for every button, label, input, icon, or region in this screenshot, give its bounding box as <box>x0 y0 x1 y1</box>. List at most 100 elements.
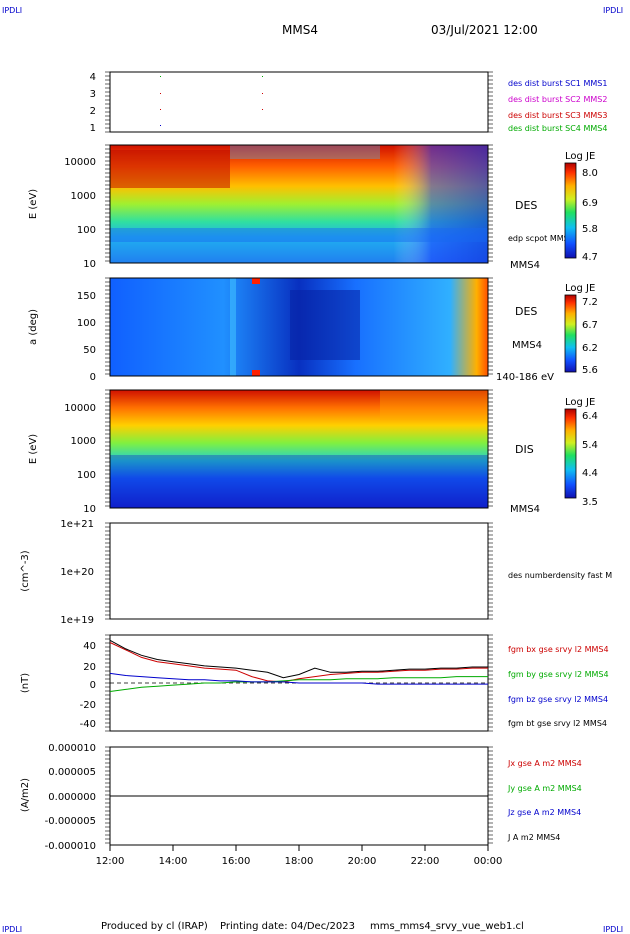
des-energy-colorbar-title: Log JE <box>565 151 595 162</box>
bfield-panel: 40 20 0 -20 -40 (nT) fgm bx gse srvy l2 … <box>20 634 609 732</box>
burst-marker <box>160 76 161 77</box>
burst-ytick-label: 2 <box>90 106 96 117</box>
des-energy-spectrogram-feature <box>110 228 488 242</box>
dis-energy-spacecraft-label: MMS4 <box>510 504 540 515</box>
dis-energy-colorbar-title: Log JE <box>565 397 595 408</box>
des-energy-colorbar-tick: 6.9 <box>582 198 598 209</box>
burst-marker <box>262 76 263 77</box>
des-pitch-ytick-label: 150 <box>77 291 96 302</box>
x-tick-label: 20:00 <box>348 856 377 867</box>
x-tick-label: 16:00 <box>222 856 251 867</box>
bfield-ytick-label: -20 <box>80 700 96 711</box>
bfield-ytick-label: 20 <box>83 662 96 673</box>
des-pitch-ytick-label: 50 <box>83 345 96 356</box>
bfield-series-line <box>109 672 488 685</box>
dis-energy-ytick-label: 10000 <box>64 403 96 414</box>
burst-legend-entry: des dist burst SC4 MMS4 <box>508 124 607 133</box>
burst-legend-entry: des dist burst SC1 MMS1 <box>508 79 607 88</box>
spacecraft-title: MMS4 <box>282 23 318 37</box>
des-energy-ytick-label: 100 <box>77 225 96 236</box>
current-legend-entry: Jx gse A m2 MMS4 <box>507 759 582 768</box>
current-ytick-label: -0.000005 <box>45 816 96 827</box>
burst-marker <box>262 93 263 94</box>
current-ytick-label: 0.000005 <box>48 767 96 778</box>
des-pitch-ylabel: a (deg) <box>28 309 39 345</box>
dis-energy-panel: 10000 1000 100 10 E (eV) DIS MMS4 Log JE… <box>28 389 598 515</box>
des-energy-overlay-label: edp scpot MMS4 <box>508 234 574 243</box>
burst-marker <box>160 125 161 126</box>
des-pitch-spectrogram-feature <box>230 278 236 376</box>
des-pitch-colorbar-tick: 6.2 <box>582 343 598 354</box>
corner-label-top-right: IPDLI <box>603 6 623 15</box>
x-tick-label: 00:00 <box>474 856 503 867</box>
bfield-ytick-label: -40 <box>80 719 96 730</box>
dis-energy-spectrogram-feature <box>110 455 488 508</box>
des-energy-spacecraft-label: MMS4 <box>510 260 540 271</box>
bfield-ytick-label: 40 <box>83 641 96 652</box>
bfield-ytick-label: 0 <box>90 680 96 691</box>
des-energy-instrument-label: DES <box>515 199 537 212</box>
bfield-legend-entry: fgm by gse srvy l2 MMS4 <box>508 670 609 679</box>
density-ylabel: (cm^-3) <box>20 550 31 591</box>
bfield-legend-entry: fgm bt gse srvy l2 MMS4 <box>508 719 607 728</box>
density-legend-entry: des numberdensity fast M <box>508 571 612 580</box>
des-energy-ytick-label: 10 <box>83 259 96 270</box>
des-pitch-spectrogram-feature <box>252 278 260 284</box>
des-energy-colorbar-tick: 8.0 <box>582 168 598 179</box>
burst-legend-entry: des dist burst SC2 MMS2 <box>508 95 607 104</box>
des-energy-spectrogram-feature <box>230 145 380 159</box>
des-pitch-ytick-label: 0 <box>90 372 96 383</box>
corner-label-top-left: IPDLI <box>2 6 22 15</box>
des-energy-ylabel: E (eV) <box>28 189 39 219</box>
axis-ticks <box>105 71 493 851</box>
burst-marker <box>262 109 263 110</box>
des-pitch-spectrogram-feature <box>252 370 260 376</box>
des-pitch-colorbar-tick: 7.2 <box>582 297 598 308</box>
bfield-series-line <box>109 676 488 692</box>
des-pitch-colorbar-title: Log JE <box>565 283 595 294</box>
des-pitch-spacecraft-label: MMS4 <box>512 340 542 351</box>
x-axis: 12:00 14:00 16:00 18:00 20:00 22:00 00:0… <box>96 856 503 867</box>
dis-energy-colorbar <box>564 408 577 499</box>
des-energy-colorbar <box>564 162 577 259</box>
burst-ytick-label: 3 <box>90 89 96 100</box>
bfield-series-line <box>109 639 488 679</box>
burst-ytick-label: 4 <box>90 72 96 83</box>
des-pitch-energy-range: 140-186 eV <box>496 372 554 383</box>
des-pitch-ytick-label: 100 <box>77 318 96 329</box>
dis-energy-colorbar-tick: 5.4 <box>582 440 598 451</box>
dis-energy-ytick-label: 100 <box>77 470 96 481</box>
datetime-title: 03/Jul/2021 12:00 <box>431 23 538 37</box>
des-energy-colorbar-tick: 5.8 <box>582 224 598 235</box>
density-ytick-label: 1e+21 <box>60 519 94 530</box>
current-legend-entry: Jz gse A m2 MMS4 <box>507 808 581 817</box>
x-tick-label: 12:00 <box>96 856 125 867</box>
density-ytick-label: 1e+19 <box>60 615 94 626</box>
corner-label-bottom-right: IPDLI <box>603 925 623 934</box>
des-pitch-colorbar-tick: 5.6 <box>582 365 598 376</box>
current-legend-entry: Jy gse A m2 MMS4 <box>507 784 582 793</box>
x-tick-label: 14:00 <box>159 856 188 867</box>
density-panel: 1e+21 1e+20 1e+19 (cm^-3) des numberdens… <box>20 519 612 626</box>
dis-energy-spectrogram <box>110 390 488 508</box>
des-energy-ytick-label: 1000 <box>71 191 96 202</box>
footer-print-date: Printing date: 04/Dec/2023 <box>220 921 355 932</box>
des-energy-spectrogram-feature <box>110 150 230 188</box>
current-ylabel: (A/m2) <box>20 778 31 812</box>
dis-energy-colorbar-tick: 6.4 <box>582 411 598 422</box>
x-tick-label: 22:00 <box>411 856 440 867</box>
bfield-ylabel: (nT) <box>20 673 31 693</box>
dis-energy-spectrogram-feature <box>380 390 488 420</box>
des-energy-panel: 10000 1000 100 10 E (eV) DES edp scpot M… <box>28 144 598 271</box>
des-pitch-panel: 150 100 50 0 a (deg) DES MMS4 140-186 eV… <box>28 277 598 383</box>
bfield-series-line <box>109 642 488 683</box>
des-pitch-colorbar <box>564 294 577 373</box>
current-ytick-label: 0.000000 <box>48 792 96 803</box>
current-ytick-label: 0.000010 <box>48 743 96 754</box>
burst-legend-entry: des dist burst SC3 MMS3 <box>508 111 607 120</box>
burst-marker <box>160 109 161 110</box>
footer-script: mms_mms4_srvy_vue_web1.cl <box>370 921 524 932</box>
dis-energy-instrument-label: DIS <box>515 443 534 456</box>
dis-energy-ylabel: E (eV) <box>28 434 39 464</box>
